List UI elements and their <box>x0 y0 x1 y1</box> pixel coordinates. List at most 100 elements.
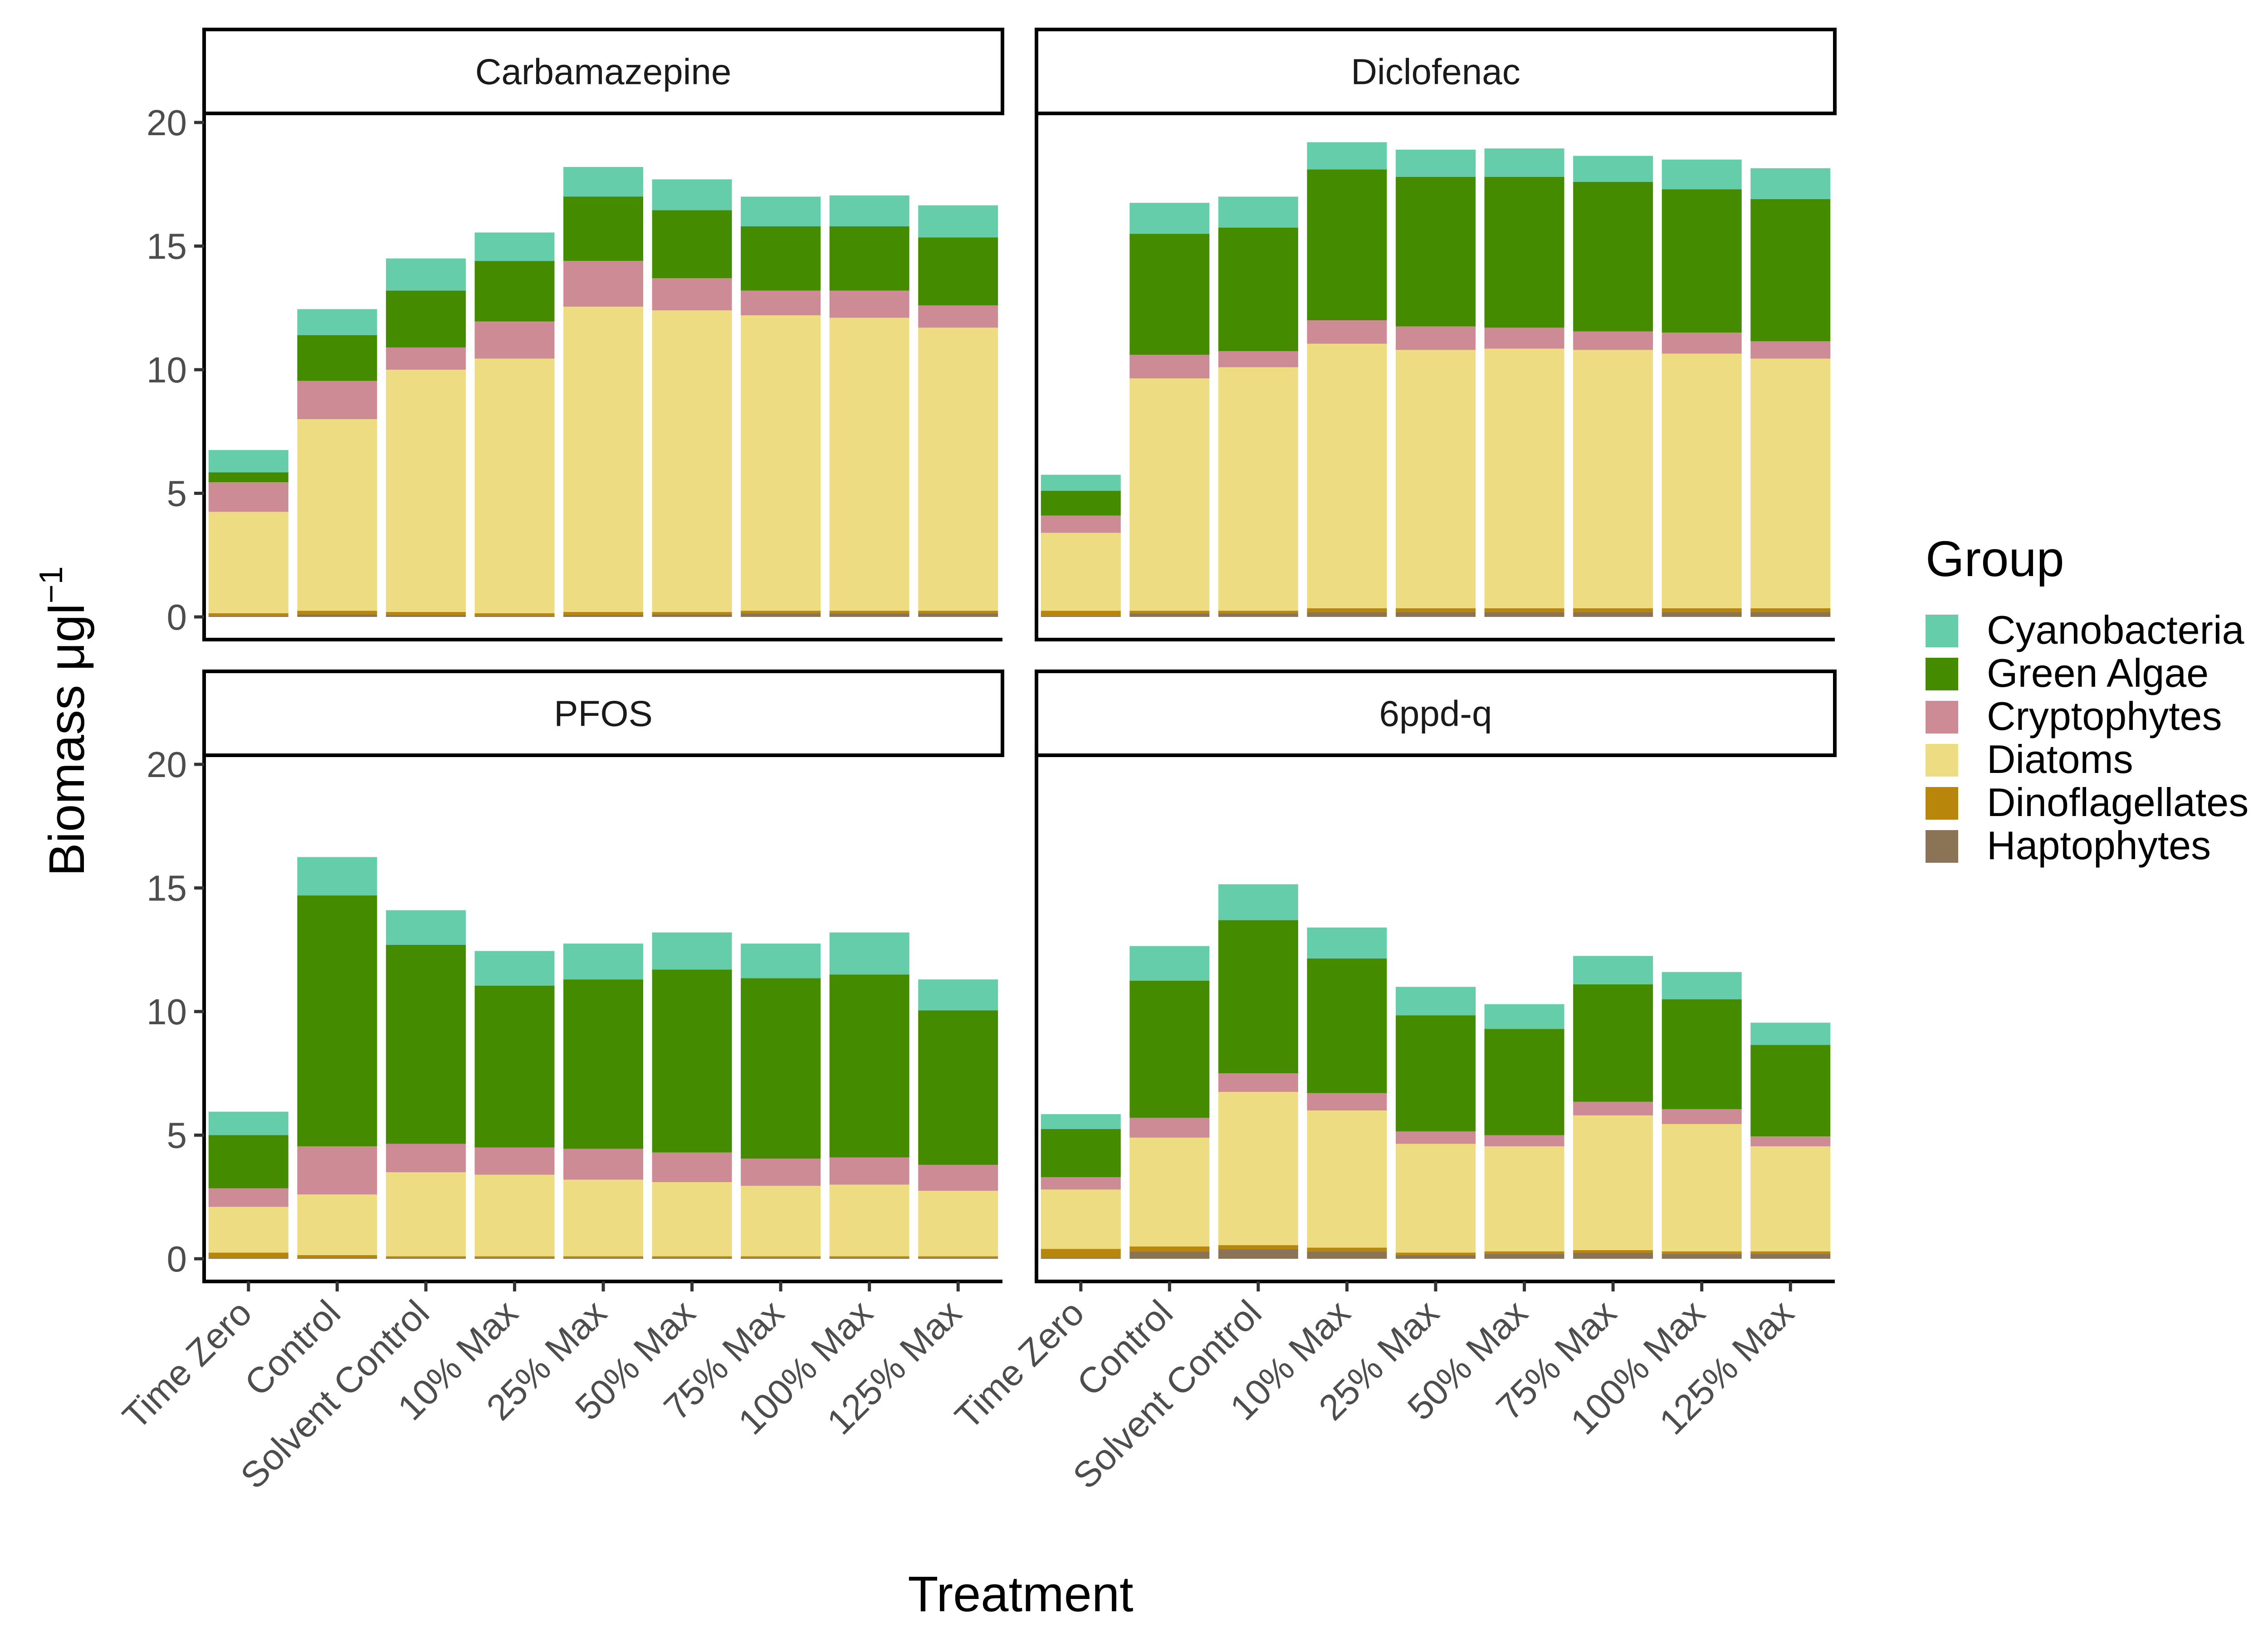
bar-6ppd-q-10-max-cyanobacteria <box>1307 927 1387 958</box>
bar-carbamazepine-75-max-dinoflagellates <box>741 611 821 613</box>
bar-carbamazepine-50-max-diatoms <box>652 310 732 612</box>
bar-6ppd-q-50-max-cryptophytes <box>1484 1135 1564 1147</box>
bar-6ppd-q-10-max-dinoflagellates <box>1307 1247 1387 1252</box>
bar-6ppd-q-solvent-control-diatoms <box>1218 1092 1298 1246</box>
legend-swatch-diatoms <box>1926 744 1958 777</box>
bar-carbamazepine-25-max-green-algae <box>563 196 643 261</box>
bar-diclofenac-25-max-cryptophytes <box>1396 326 1476 350</box>
facet-strip-pfos <box>202 670 1004 757</box>
legend-label-dinoflagellates: Dinoflagellates <box>1987 780 2248 825</box>
bar-6ppd-q-solvent-control-haptophytes <box>1218 1249 1298 1259</box>
y-tick-label-carbamazepine-20: 20 <box>147 103 187 143</box>
bar-carbamazepine-time-zero-haptophytes <box>208 616 288 617</box>
bar-diclofenac-time-zero-haptophytes <box>1041 616 1121 617</box>
bar-6ppd-q-75-max-dinoflagellates <box>1573 1250 1653 1253</box>
legend-swatch-cyanobacteria <box>1926 615 1958 647</box>
bar-carbamazepine-75-max-cyanobacteria <box>741 196 821 226</box>
bar-diclofenac-125-max-haptophytes <box>1750 612 1831 617</box>
bar-6ppd-q-control-diatoms <box>1129 1137 1210 1247</box>
bar-6ppd-q-100-max-cryptophytes <box>1662 1109 1742 1124</box>
bar-diclofenac-100-max-cryptophytes <box>1662 332 1742 354</box>
facet-title-pfos: PFOS <box>554 694 653 734</box>
bar-6ppd-q-25-max-dinoflagellates <box>1396 1252 1476 1255</box>
bar-pfos-125-max-cyanobacteria <box>918 979 998 1011</box>
bar-pfos-25-max-haptophytes <box>563 1257 643 1259</box>
bar-pfos-10-max-cryptophytes <box>474 1147 555 1175</box>
bar-diclofenac-control-cyanobacteria <box>1129 203 1210 234</box>
bar-diclofenac-100-max-cyanobacteria <box>1662 159 1742 190</box>
bar-carbamazepine-100-max-diatoms <box>829 318 909 611</box>
bar-carbamazepine-solvent-control-dinoflagellates <box>386 612 466 615</box>
bar-6ppd-q-solvent-control-cyanobacteria <box>1218 884 1298 920</box>
bar-pfos-solvent-control-cyanobacteria <box>386 910 466 945</box>
bar-diclofenac-solvent-control-green-algae <box>1218 227 1298 352</box>
bar-carbamazepine-10-max-haptophytes <box>474 616 555 617</box>
bar-diclofenac-100-max-green-algae <box>1662 189 1742 333</box>
bar-pfos-100-max-cryptophytes <box>829 1157 909 1185</box>
bar-pfos-control-dinoflagellates <box>297 1255 377 1258</box>
bar-6ppd-q-10-max-diatoms <box>1307 1110 1387 1248</box>
bar-diclofenac-solvent-control-cyanobacteria <box>1218 196 1298 228</box>
bar-pfos-25-max-diatoms <box>563 1179 643 1257</box>
bar-pfos-50-max-cyanobacteria <box>652 932 732 970</box>
bar-carbamazepine-75-max-haptophytes <box>741 613 821 617</box>
bar-carbamazepine-25-max-diatoms <box>563 307 643 612</box>
bar-diclofenac-10-max-dinoflagellates <box>1307 608 1387 612</box>
bar-pfos-control-haptophytes <box>297 1257 377 1259</box>
bar-carbamazepine-25-max-dinoflagellates <box>563 612 643 615</box>
bar-6ppd-q-time-zero-green-algae <box>1041 1129 1121 1178</box>
bar-diclofenac-control-haptophytes <box>1129 613 1210 617</box>
bar-6ppd-q-time-zero-haptophytes <box>1041 1257 1121 1259</box>
bar-diclofenac-100-max-diatoms <box>1662 353 1742 608</box>
bar-carbamazepine-10-max-cryptophytes <box>474 321 555 359</box>
bar-6ppd-q-50-max-green-algae <box>1484 1029 1564 1135</box>
bar-6ppd-q-10-max-haptophytes <box>1307 1251 1387 1259</box>
bar-pfos-solvent-control-cryptophytes <box>386 1144 466 1173</box>
bar-diclofenac-time-zero-cyanobacteria <box>1041 474 1121 491</box>
bar-diclofenac-125-max-cyanobacteria <box>1750 168 1831 199</box>
bar-6ppd-q-control-haptophytes <box>1129 1251 1210 1259</box>
bar-carbamazepine-solvent-control-cryptophytes <box>386 347 466 370</box>
bar-6ppd-q-50-max-cyanobacteria <box>1484 1004 1564 1029</box>
bar-carbamazepine-time-zero-cryptophytes <box>208 482 288 512</box>
bar-diclofenac-control-diatoms <box>1129 378 1210 611</box>
panel-diclofenac: Diclofenac <box>1035 28 1837 641</box>
bar-6ppd-q-50-max-dinoflagellates <box>1484 1251 1564 1254</box>
legend-item-cryptophytes: Cryptophytes <box>1926 694 2222 738</box>
bar-diclofenac-50-max-diatoms <box>1484 348 1564 608</box>
bar-pfos-100-max-cyanobacteria <box>829 932 909 975</box>
bar-6ppd-q-125-max-green-algae <box>1750 1045 1831 1137</box>
panels-layer: Carbamazepine 0 5 10 15 20 Diclofenac PFOS 0 5 10 1… <box>115 28 1837 1496</box>
bar-pfos-10-max-dinoflagellates <box>474 1256 555 1258</box>
bar-carbamazepine-control-haptophytes <box>297 614 377 617</box>
facet-strip-6ppd-q <box>1035 670 1837 757</box>
legend-item-haptophytes: Haptophytes <box>1926 823 2211 868</box>
bar-pfos-control-cyanobacteria <box>297 857 377 895</box>
bar-carbamazepine-50-max-dinoflagellates <box>652 612 732 615</box>
bar-carbamazepine-10-max-green-algae <box>474 261 555 322</box>
x-axis-title: Treatment <box>908 1566 1133 1622</box>
bar-diclofenac-control-green-algae <box>1129 234 1210 355</box>
bar-pfos-50-max-dinoflagellates <box>652 1256 732 1258</box>
bar-diclofenac-75-max-cyanobacteria <box>1573 156 1653 182</box>
y-tick-label-pfos-0: 0 <box>167 1239 187 1279</box>
bar-diclofenac-time-zero-cryptophytes <box>1041 515 1121 533</box>
y-tick-label-pfos-15: 15 <box>147 868 187 909</box>
bar-diclofenac-control-cryptophytes <box>1129 355 1210 379</box>
bar-diclofenac-100-max-dinoflagellates <box>1662 608 1742 612</box>
bar-pfos-125-max-haptophytes <box>918 1257 998 1259</box>
bar-carbamazepine-25-max-haptophytes <box>563 615 643 617</box>
bar-6ppd-q-125-max-cyanobacteria <box>1750 1022 1831 1045</box>
bar-diclofenac-10-max-haptophytes <box>1307 612 1387 617</box>
bar-6ppd-q-75-max-haptophytes <box>1573 1252 1653 1259</box>
bar-pfos-solvent-control-haptophytes <box>386 1257 466 1259</box>
bar-diclofenac-125-max-cryptophytes <box>1750 341 1831 359</box>
bar-6ppd-q-50-max-haptophytes <box>1484 1254 1564 1259</box>
y-axis-title: Biomass μgl−1 <box>33 566 95 876</box>
bar-6ppd-q-25-max-haptophytes <box>1396 1255 1476 1259</box>
y-tick-label-carbamazepine-5: 5 <box>167 474 187 514</box>
bar-diclofenac-solvent-control-dinoflagellates <box>1218 611 1298 613</box>
